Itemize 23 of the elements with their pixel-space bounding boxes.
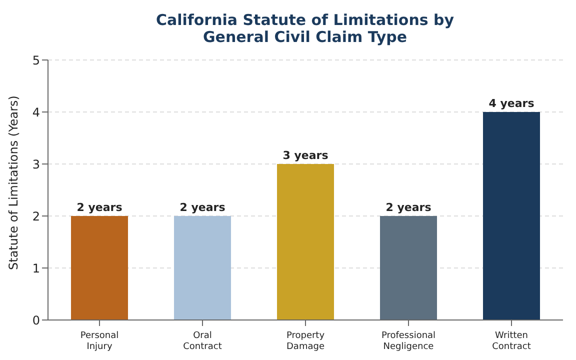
bar bbox=[277, 164, 334, 320]
data-label: 2 years bbox=[386, 201, 432, 214]
bar bbox=[483, 112, 540, 320]
x-tick-label: Property Damage bbox=[286, 331, 326, 352]
y-axis-title: Statute of Limitations (Years) bbox=[6, 96, 20, 270]
x-tick-label: Professional Negligence bbox=[381, 331, 436, 352]
data-label: 4 years bbox=[488, 97, 535, 110]
data-label: 2 years bbox=[76, 201, 123, 214]
data-label: 3 years bbox=[282, 149, 329, 162]
bar bbox=[71, 216, 128, 320]
data-label: 2 years bbox=[180, 201, 226, 214]
chart-title: California Statute of Limitations by General Civil Claim Type bbox=[154, 11, 456, 46]
y-tick-label: 2 bbox=[32, 209, 40, 224]
y-tick-label: 5 bbox=[32, 53, 40, 68]
x-tick-label: Oral Contract bbox=[183, 331, 222, 352]
y-tick-label: 4 bbox=[32, 105, 40, 120]
bar bbox=[174, 216, 231, 320]
x-tick-label: Personal Injury bbox=[80, 331, 119, 352]
x-tick-label: Written Contract bbox=[492, 331, 532, 352]
y-tick-label: 0 bbox=[32, 313, 40, 328]
y-tick-label: 1 bbox=[32, 261, 40, 276]
bar bbox=[380, 216, 437, 320]
y-tick-label: 3 bbox=[32, 157, 40, 172]
